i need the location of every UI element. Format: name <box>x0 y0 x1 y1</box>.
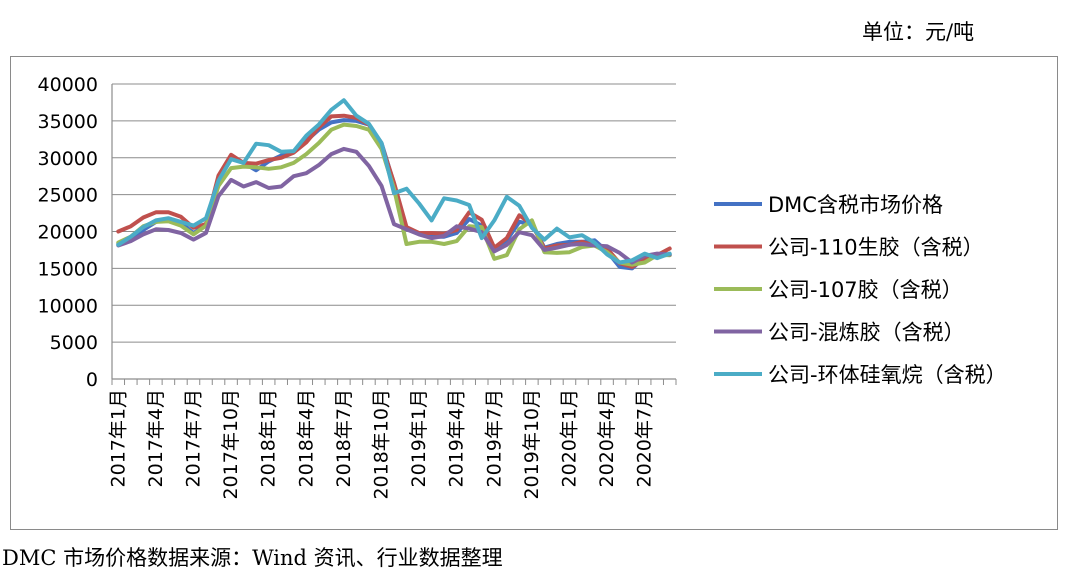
series-lines <box>116 98 672 271</box>
x-tick-label: 2018年4月 <box>295 389 317 487</box>
x-tick-label: 2019年1月 <box>408 389 430 487</box>
legend-label-2: 公司-110生胶（含税） <box>768 236 984 260</box>
x-tick-label: 2017年4月 <box>145 389 167 487</box>
chart-frame: 0 5000 10000 15000 20000 25000 30000 35000 40000… <box>10 56 1058 530</box>
x-tick-label: 2020年4月 <box>596 389 618 487</box>
source-note: DMC 市场价格数据来源：Wind 资讯、行业数据整理 <box>2 546 503 570</box>
y-tick-label: 0 <box>86 369 98 391</box>
series-line-4 <box>116 146 672 265</box>
x-tick-label: 2019年4月 <box>446 389 468 487</box>
x-tick-label: 2020年7月 <box>634 389 656 487</box>
legend-label-3: 公司-107胶（含税） <box>768 278 963 302</box>
y-tick-label: 20000 <box>38 222 98 244</box>
y-tick-label: 5000 <box>50 332 98 354</box>
x-tick-label: 2019年7月 <box>483 389 505 487</box>
x-tick-label: 2019年10月 <box>521 389 543 500</box>
x-tick-label: 2020年1月 <box>558 389 580 487</box>
y-tick-label: 40000 <box>38 74 98 96</box>
x-tick-label: 2018年1月 <box>258 389 280 487</box>
gridlines <box>112 83 676 343</box>
y-tick-label: 15000 <box>38 258 98 280</box>
unit-label: 单位：元/吨 <box>862 20 975 44</box>
x-tick-label: 2018年10月 <box>370 389 392 500</box>
y-tick-label: 25000 <box>38 185 98 207</box>
y-tick-label: 10000 <box>38 295 98 317</box>
legend-label-4: 公司-混炼胶（含税） <box>768 321 965 345</box>
y-tick-label: 30000 <box>38 148 98 170</box>
legend-label-1: DMC含税市场价格 <box>768 193 943 217</box>
x-tick-label: 2018年7月 <box>333 389 355 487</box>
price-line-chart: 0 5000 10000 15000 20000 25000 30000 35000 40000… <box>38 74 1007 500</box>
y-tick-label: 35000 <box>38 111 98 133</box>
x-tick-label: 2017年10月 <box>220 389 242 500</box>
legend-label-5: 公司-环体硅氧烷（含税） <box>768 363 1007 387</box>
x-tick-label: 2017年7月 <box>182 389 204 487</box>
series-line-5 <box>116 98 672 265</box>
axes: 0 5000 10000 15000 20000 25000 30000 35000 40000… <box>38 74 677 500</box>
x-tick-label: 2017年1月 <box>107 389 129 487</box>
